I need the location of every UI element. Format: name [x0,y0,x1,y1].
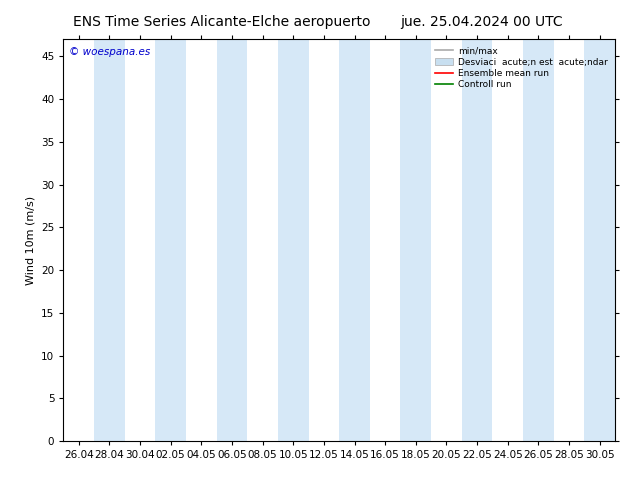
Bar [155,39,186,441]
Bar [462,39,493,441]
Text: jue. 25.04.2024 00 UTC: jue. 25.04.2024 00 UTC [401,15,563,29]
Bar [401,39,431,441]
Bar [585,39,615,441]
Legend: min/max, Desviaci  acute;n est  acute;ndar, Ensemble mean run, Controll run: min/max, Desviaci acute;n est acute;ndar… [433,44,611,92]
Bar [217,39,247,441]
Y-axis label: Wind 10m (m/s): Wind 10m (m/s) [25,196,36,285]
Bar [339,39,370,441]
Bar [278,39,309,441]
Bar [94,39,125,441]
Text: © woespana.es: © woespana.es [69,47,150,57]
Text: ENS Time Series Alicante-Elche aeropuerto: ENS Time Series Alicante-Elche aeropuert… [73,15,371,29]
Bar [523,39,553,441]
